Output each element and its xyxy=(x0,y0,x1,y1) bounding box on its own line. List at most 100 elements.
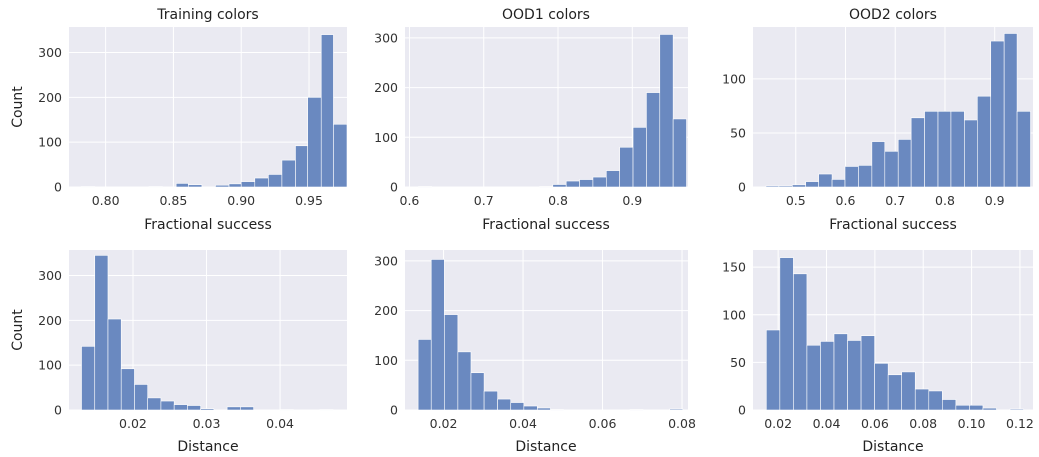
x-tick-label: 0.04 xyxy=(813,416,841,431)
y-tick-label: 200 xyxy=(38,313,62,328)
histogram-bar xyxy=(175,183,189,188)
histogram-bar xyxy=(778,185,793,188)
y-tick-label: 200 xyxy=(374,303,398,318)
histogram-bar xyxy=(444,314,459,411)
panel-ood2-distance: Distance 0.02 0.04 0.06 0.08 0.10 0.12 0 50 100 1… xyxy=(722,250,1034,455)
y-tick-label: 0 xyxy=(390,180,398,195)
histogram-bar xyxy=(552,184,567,188)
histogram-bar xyxy=(80,186,96,188)
y-tick-label: 300 xyxy=(38,268,62,283)
x-tick-label: 0.10 xyxy=(958,416,986,431)
y-tick-label: 100 xyxy=(374,130,398,145)
histogram-bar xyxy=(148,186,163,188)
histogram-bar xyxy=(779,257,794,411)
histogram-bar xyxy=(871,141,886,188)
y-tick-label: 300 xyxy=(38,45,62,60)
histogram-bar xyxy=(510,402,525,411)
x-tick-label: 0.06 xyxy=(861,416,889,431)
histogram-bar xyxy=(592,176,607,188)
x-tick-label: 0.9 xyxy=(622,193,642,208)
histogram-bar xyxy=(418,186,433,188)
y-tick-label: 0 xyxy=(738,180,746,195)
y-tick-label: 200 xyxy=(38,90,62,105)
histogram-bar xyxy=(887,374,903,411)
histogram-bar xyxy=(910,117,925,188)
histogram-bar xyxy=(659,34,674,188)
x-tick-label: 0.80 xyxy=(92,193,120,208)
histogram-bar xyxy=(279,409,294,411)
y-tick-label: 0 xyxy=(390,403,398,418)
x-tick-label: 0.95 xyxy=(295,193,323,208)
histogram-bar xyxy=(430,259,445,411)
histogram-bar xyxy=(457,351,472,411)
x-tick-label: 0.08 xyxy=(668,416,696,431)
histogram-bar xyxy=(914,388,930,411)
histogram-bar xyxy=(417,339,432,411)
y-tick-label: 150 xyxy=(722,260,746,275)
histogram-bar xyxy=(964,119,978,188)
panel-training-fractional: Training colors Fractional success Count… xyxy=(10,7,348,233)
histogram-bar xyxy=(860,335,875,411)
x-axis-label: Distance xyxy=(862,439,923,455)
histogram-bar xyxy=(565,180,580,188)
histogram-bar xyxy=(134,384,148,411)
histogram-bar xyxy=(619,146,634,188)
x-tick-label: 0.04 xyxy=(509,416,537,431)
histogram-bar xyxy=(669,408,684,411)
histogram-bar xyxy=(240,406,254,411)
histogram-bar xyxy=(831,179,846,188)
x-tick-label: 0.90 xyxy=(227,193,255,208)
histogram-bar xyxy=(793,273,808,411)
histogram-bar xyxy=(147,397,162,411)
histogram-bar xyxy=(976,95,992,188)
histogram-bar xyxy=(833,333,848,411)
panel-title: Training colors xyxy=(156,7,258,23)
x-tick-label: 0.8 xyxy=(935,193,955,208)
histogram-bar xyxy=(806,344,821,411)
x-tick-label: 0.85 xyxy=(159,193,187,208)
x-axis-label: Fractional success xyxy=(482,217,610,233)
x-tick-label: 0.12 xyxy=(1006,416,1034,431)
y-tick-label: 200 xyxy=(374,80,398,95)
histogram-bar xyxy=(319,409,334,411)
panel-ood1-fractional: OOD1 colors Fractional success 0.6 0.7 0.8… xyxy=(374,7,688,233)
histogram-bar xyxy=(268,174,283,188)
x-tick-label: 0.5 xyxy=(786,193,806,208)
x-axis-label: Fractional success xyxy=(144,217,272,233)
x-tick-label: 0.08 xyxy=(909,416,937,431)
histogram-bar xyxy=(874,363,889,411)
histogram-bar xyxy=(240,181,256,188)
histogram-bar xyxy=(539,186,554,188)
histogram-bar xyxy=(672,118,687,188)
y-tick-label: 100 xyxy=(38,358,62,373)
y-tick-label: 50 xyxy=(730,125,746,140)
x-tick-label: 0.7 xyxy=(885,193,905,208)
x-axis-label: Fractional success xyxy=(829,217,957,233)
histogram-bar xyxy=(901,371,916,411)
panel-title: OOD1 colors xyxy=(502,7,590,23)
histogram-bar xyxy=(81,346,96,411)
histogram-bar xyxy=(579,179,594,188)
panel-training-distance: Distance Count 0.02 0.03 0.04 0 100 200 300 xyxy=(10,250,347,455)
y-tick-label: 300 xyxy=(374,253,398,268)
x-tick-label: 0.8 xyxy=(548,193,568,208)
histogram-bar xyxy=(523,405,538,411)
panel-ood2-fractional: OOD2 colors Fractional success 0.5 0.6 0.7… xyxy=(722,7,1033,233)
histogram-bar xyxy=(646,92,661,188)
x-tick-label: 0.04 xyxy=(266,416,294,431)
histogram-bar xyxy=(187,405,201,411)
histogram-bar xyxy=(847,340,862,411)
x-axis-label: Distance xyxy=(515,439,576,455)
histogram-bar xyxy=(818,173,833,188)
x-tick-label: 0.02 xyxy=(764,416,792,431)
histogram-bar xyxy=(1016,111,1031,188)
histogram-bar xyxy=(497,398,512,411)
histogram-bar xyxy=(94,255,109,411)
histogram-bar xyxy=(629,409,644,411)
panel-title: OOD2 colors xyxy=(849,7,937,23)
histogram-bar xyxy=(188,184,203,188)
x-tick-label: 0.03 xyxy=(193,416,221,431)
panel-ood1-distance: Distance 0.02 0.04 0.06 0.08 0 100 200 300 xyxy=(374,250,696,455)
histogram-bar xyxy=(173,404,188,411)
